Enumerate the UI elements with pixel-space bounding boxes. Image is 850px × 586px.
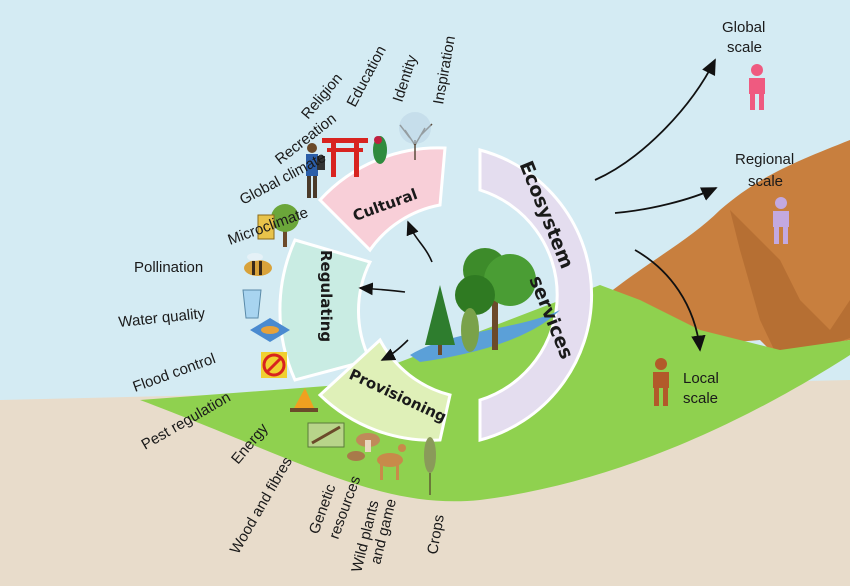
- arrow-to-regional: [614, 187, 718, 214]
- ecosystem-band: [478, 148, 594, 442]
- provisioning-band: [317, 337, 452, 442]
- cultural-band: [317, 146, 447, 253]
- water-glass-icon: [242, 289, 262, 319]
- wheat-crops-icon: [424, 437, 436, 495]
- local-scale-label: scale: [683, 390, 718, 407]
- no-pest-icon: [261, 352, 287, 378]
- campfire-icon: [290, 388, 318, 412]
- bee-icon: [244, 253, 272, 276]
- river: [410, 310, 560, 362]
- oak-canopy-3: [455, 275, 495, 315]
- global-person-icon: [749, 64, 765, 110]
- arrow-to-cultural: [406, 220, 433, 263]
- global-scale-label: Global: [722, 19, 765, 36]
- oak-trunk: [492, 295, 498, 350]
- wood-fibre-icon: [307, 422, 345, 448]
- arrow-to-local: [634, 249, 706, 352]
- arrow-to-provisioning: [380, 339, 409, 361]
- hill-shadow: [730, 210, 850, 362]
- arrow-to-global: [594, 58, 716, 181]
- hummingbird-icon: [373, 136, 387, 164]
- torii-gate-icon: [322, 138, 368, 177]
- regulating-label: Regulating: [317, 250, 335, 342]
- oak-canopy-2: [484, 254, 536, 306]
- fish-water-icon: [250, 318, 290, 342]
- wheat-sheaf: [461, 308, 479, 352]
- local-person-icon: [653, 358, 669, 406]
- pine-tree: [425, 285, 455, 345]
- deer-icon: [377, 444, 406, 480]
- microclimate-tree-icon: [257, 204, 299, 247]
- regional-scale-label: Regional: [735, 151, 794, 168]
- pine-trunk: [438, 345, 442, 355]
- mushroom-icon: [347, 433, 380, 461]
- arrow-to-regulating: [358, 282, 406, 296]
- center-trees-illustration: [410, 248, 560, 362]
- regulating-service-label: Pollination: [134, 259, 203, 276]
- bare-tree-icon: [399, 112, 433, 160]
- hiker-icon: [306, 143, 325, 198]
- regional-person-icon: [773, 197, 789, 244]
- local-scale-label: Local: [683, 370, 719, 387]
- provisioning-service-label: Crops: [424, 513, 448, 555]
- regional-scale-label: scale: [748, 173, 783, 190]
- global-scale-label: scale: [727, 39, 762, 56]
